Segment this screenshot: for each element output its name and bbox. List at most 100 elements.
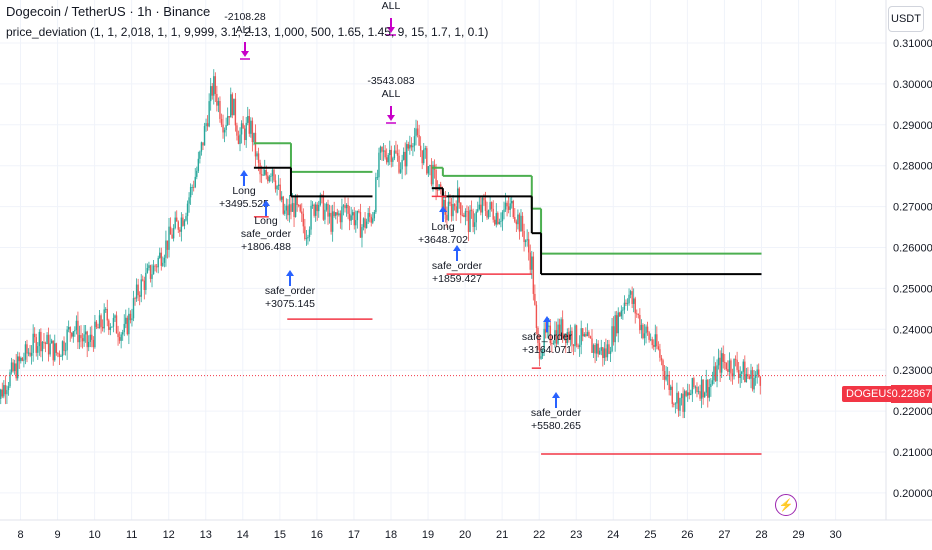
candle-body — [17, 356, 19, 379]
candle-body — [327, 203, 329, 217]
candle-body — [497, 213, 499, 225]
signal-label: safe_order — [522, 331, 573, 343]
candle-body — [504, 202, 507, 210]
candle-body — [526, 239, 528, 241]
candle-body — [125, 317, 127, 324]
time-tick: 21 — [496, 529, 508, 541]
candle-body — [680, 393, 683, 399]
candle-body — [174, 217, 176, 228]
candle-body — [253, 132, 255, 143]
candle-body — [273, 169, 275, 181]
candle-body — [91, 334, 93, 340]
signal-label: ALL — [382, 88, 401, 100]
candle-body — [426, 148, 428, 174]
candle-body — [183, 220, 186, 226]
candle-body — [92, 339, 95, 348]
lightning-icon[interactable]: ⚡ — [775, 494, 797, 516]
currency-unit-button[interactable]: USDT — [888, 6, 924, 32]
candle-body — [606, 344, 609, 358]
candle-body — [551, 343, 553, 345]
candle-body — [498, 221, 501, 225]
time-tick: 13 — [200, 529, 212, 541]
candle-body — [758, 369, 760, 377]
candle-body — [21, 357, 24, 361]
candle-body — [685, 391, 687, 396]
candle-body — [477, 209, 479, 212]
candle-body — [242, 123, 244, 129]
last-price-label: 0.22867 — [891, 385, 932, 403]
candle-body — [557, 324, 559, 344]
candle-body — [23, 359, 25, 361]
candle-body — [694, 386, 697, 388]
candle-body — [98, 315, 101, 329]
candle-body — [270, 176, 272, 177]
candle-body — [620, 310, 623, 317]
price-scale[interactable]: 0.31000 0.30000 0.29000 0.28000 0.27000 0.260… — [893, 38, 932, 500]
candle-body — [359, 211, 362, 238]
time-axis[interactable]: 8 9 10 11 12 13 14 15 16 17 18 19 20 21 22 23 24 25 26 27 28… — [17, 529, 841, 541]
candle-body — [9, 372, 11, 387]
candle-body — [111, 326, 113, 328]
candle-body — [472, 211, 474, 227]
candle-body — [634, 298, 636, 314]
candle-body — [412, 145, 414, 148]
time-tick: 19 — [422, 529, 434, 541]
candle-body — [57, 352, 59, 354]
candle-body — [631, 291, 633, 304]
candle-body — [43, 341, 45, 343]
time-tick: 16 — [311, 529, 323, 541]
candle-body — [724, 361, 726, 363]
candle-body — [131, 318, 133, 321]
candle-body — [41, 341, 44, 352]
candle-body — [29, 352, 31, 356]
candle-body — [171, 234, 173, 239]
candle-body — [196, 170, 198, 177]
candle-body — [151, 274, 153, 279]
candle-body — [534, 293, 536, 305]
candle-body — [552, 343, 555, 345]
signal-label: +3495.525 — [219, 198, 269, 210]
candle-body — [645, 326, 647, 334]
candle-body — [160, 252, 162, 266]
candle-body — [396, 153, 399, 156]
candle-body — [193, 187, 195, 188]
candle-body — [555, 330, 558, 344]
candle-body — [490, 202, 493, 209]
signal-label: safe_order — [432, 260, 483, 272]
candle-body — [688, 392, 690, 396]
indicator-legend[interactable]: price_deviation (1, 1, 2,018, 1, 1, 9,99… — [6, 25, 489, 39]
candle-body — [410, 144, 413, 148]
candle-body — [341, 206, 343, 223]
candle-body — [484, 200, 487, 211]
candle-body — [615, 315, 618, 334]
candle-body — [467, 211, 470, 232]
candle-body — [463, 214, 465, 218]
symbol-title[interactable]: Dogecoin / TetherUS · 1h · Binance — [6, 4, 211, 19]
candle-body — [531, 256, 533, 270]
candle-body — [395, 150, 397, 154]
candle-body — [267, 175, 269, 182]
candle-body — [200, 142, 203, 152]
candle-body — [619, 312, 621, 317]
candle-body — [725, 362, 728, 370]
candle-body — [406, 144, 408, 167]
candle-body — [563, 333, 565, 339]
candle-body — [84, 331, 87, 335]
candle-body — [427, 166, 430, 174]
candle-body — [338, 213, 340, 215]
candle-body — [182, 217, 184, 226]
candle-body — [105, 308, 107, 310]
candle-body — [625, 302, 627, 305]
candle-body — [677, 392, 680, 411]
candle-body — [512, 200, 514, 217]
candle-body — [257, 153, 260, 163]
candle-body — [450, 203, 453, 217]
candle-body — [117, 333, 119, 338]
candle-body — [188, 197, 190, 204]
candle-body — [532, 256, 535, 294]
candle-body — [441, 186, 443, 212]
candle-body — [135, 284, 138, 299]
candle-body — [331, 211, 334, 232]
candle-body — [352, 212, 354, 216]
